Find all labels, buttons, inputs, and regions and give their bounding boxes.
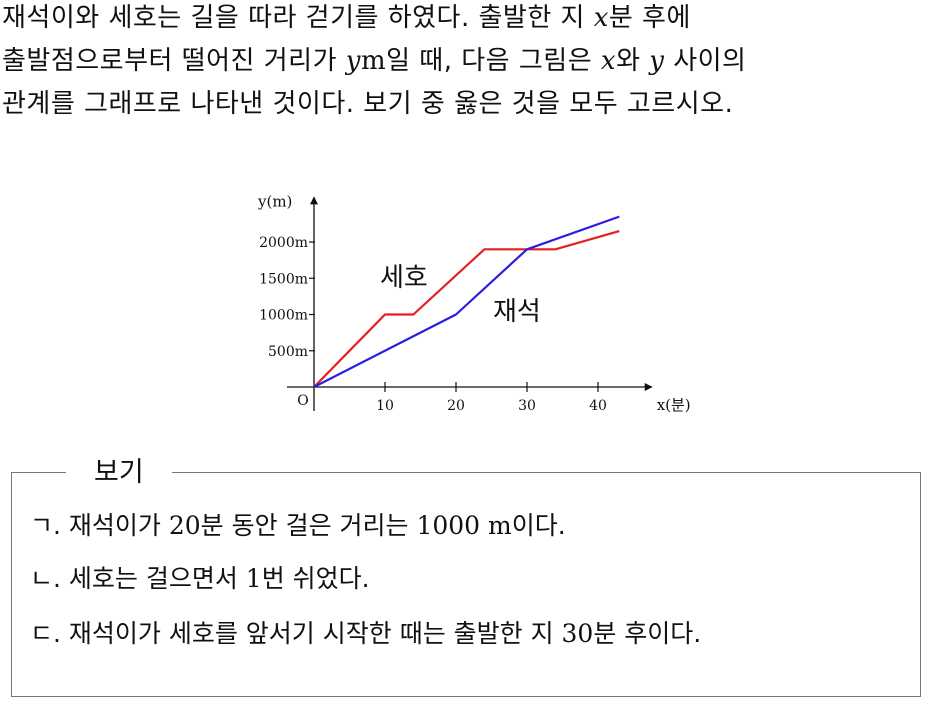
series-lines xyxy=(313,215,620,388)
item-text: 분 동안 걸은 거리는 xyxy=(200,511,417,540)
series-line-2 xyxy=(313,215,620,388)
item-marker: ㄷ. xyxy=(30,619,61,648)
question-text: 분 후에 xyxy=(608,3,691,33)
item-marker: ㄱ. xyxy=(30,511,61,540)
x-tick-label: 10 xyxy=(376,398,394,414)
bogi-item-2: ㄴ. 세호는 걸으면서 1번 쉬었다. xyxy=(30,563,370,595)
x-tick-label: 20 xyxy=(447,398,465,414)
item-text: 재석이가 xyxy=(60,511,169,540)
origin-label: O xyxy=(297,393,308,409)
bogi-item-1: ㄱ. 재석이가 20분 동안 걸은 거리는 1000 m이다. xyxy=(30,510,566,542)
question-text: 재석이와 세호는 길을 따라 걷기를 하였다. 출발한 지 xyxy=(2,3,594,33)
variable-y: y xyxy=(649,46,665,76)
x-tick-label: 30 xyxy=(518,398,536,414)
item-number: 1000 m xyxy=(416,511,512,540)
question-text: 와 xyxy=(616,46,650,76)
item-text: 분 후이다. xyxy=(593,619,702,648)
y-tick-label: 2000m xyxy=(259,235,308,251)
y-axis-label: y(m) xyxy=(257,192,292,210)
x-axis-label: x(분) xyxy=(657,396,691,414)
item-text: 번 쉬었다. xyxy=(261,564,370,593)
y-tick-label: 1000m xyxy=(259,308,308,324)
question-text: 일 때, 다음 그림은 xyxy=(386,46,601,76)
question-line-3: 관계를 그래프로 나타낸 것이다. 보기 중 옳은 것을 모두 고르시오. xyxy=(2,89,734,119)
variable-y: y xyxy=(345,46,361,76)
item-number: 1 xyxy=(245,564,262,593)
series-line-1 xyxy=(313,230,620,388)
bogi-box xyxy=(11,472,921,697)
question-line-1: 재석이와 세호는 길을 따라 걷기를 하였다. 출발한 지 x분 후에 xyxy=(2,2,691,34)
x-tick-label: 40 xyxy=(589,398,607,414)
bogi-item-3: ㄷ. 재석이가 세호를 앞서기 시작한 때는 출발한 지 30분 후이다. xyxy=(30,618,701,650)
unit-m: m xyxy=(360,46,387,76)
question-text: 사이의 xyxy=(664,46,747,76)
item-marker: ㄴ. xyxy=(30,564,61,593)
bogi-title: 보기 xyxy=(66,456,172,490)
axes: 10 20 30 40 500m 1000m 1500m 2000m Oy(m) x(분) xyxy=(257,192,691,414)
item-text: 이다. xyxy=(511,511,566,540)
item-number: 20 xyxy=(168,511,201,540)
variable-x: x xyxy=(593,3,609,33)
series-label: 재석 xyxy=(493,297,541,327)
question-text: 출발점으로부터 떨어진 거리가 xyxy=(2,46,346,76)
y-tick-label: 1500m xyxy=(259,271,308,287)
item-text: 재석이가 세호를 앞서기 시작한 때는 출발한 지 xyxy=(60,619,562,648)
item-number: 30 xyxy=(561,619,594,648)
variable-x: x xyxy=(600,46,617,76)
series-label: 세호 xyxy=(380,263,428,293)
y-tick-label: 500m xyxy=(268,344,308,360)
question-line-2: 출발점으로부터 떨어진 거리가 ym일 때, 다음 그림은 x와 y 사이의 xyxy=(2,45,746,77)
item-text: 세호는 걸으면서 xyxy=(60,564,246,593)
distance-time-chart: 10 20 30 40 500m 1000m 1500m 2000m Oy(m) x(분) 세호재… xyxy=(257,192,691,414)
